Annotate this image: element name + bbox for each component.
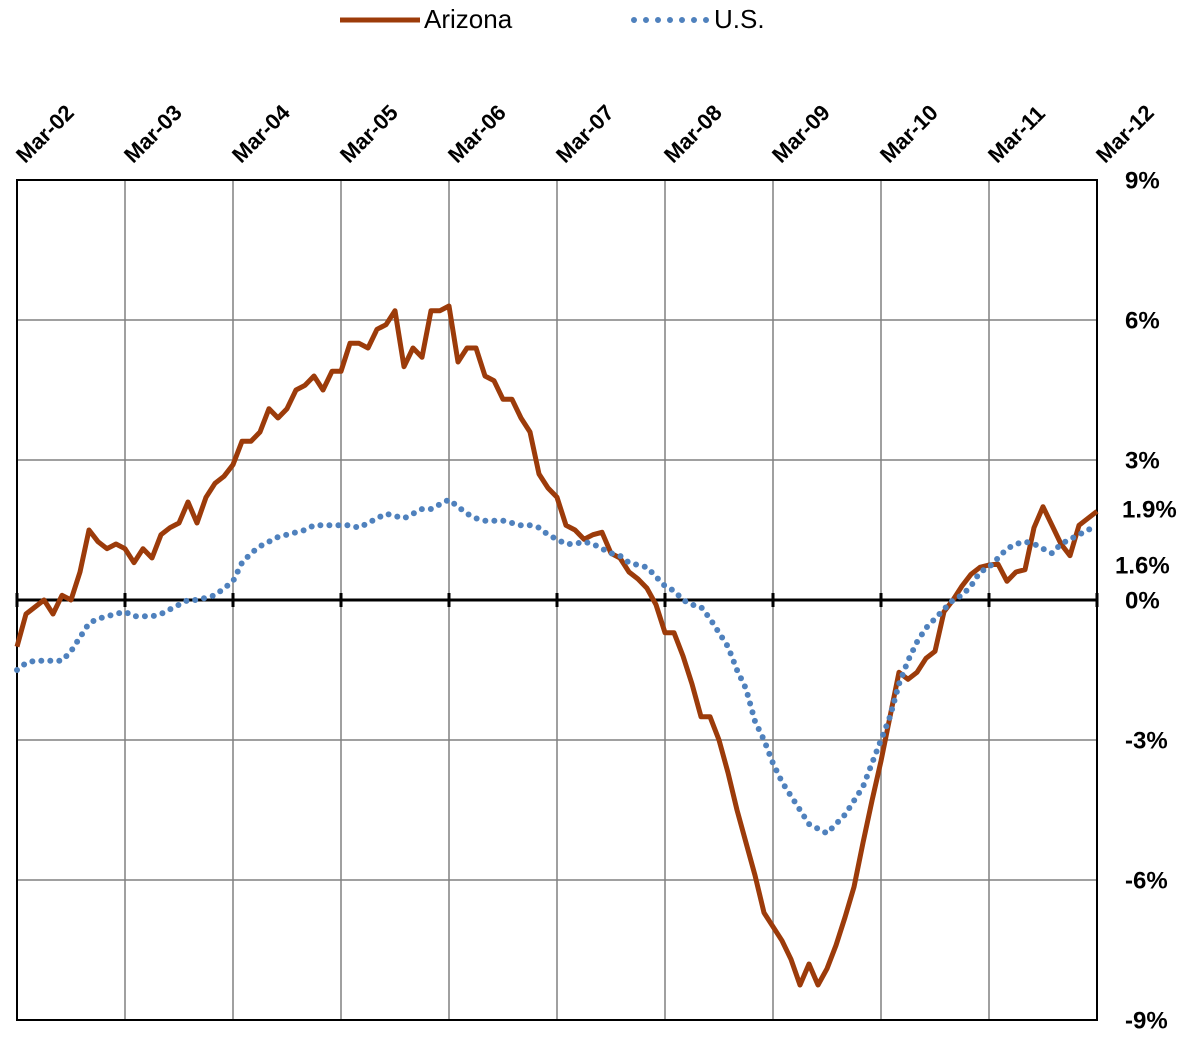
y-tick-label: 3% xyxy=(1125,447,1160,474)
y-tick-label: -3% xyxy=(1125,727,1168,754)
x-tick-label: Mar-09 xyxy=(767,100,835,168)
x-tick-label: Mar-02 xyxy=(11,100,79,168)
legend-label: U.S. xyxy=(714,4,765,34)
end-value-label: 1.6% xyxy=(1115,553,1170,580)
x-tick-label: Mar-07 xyxy=(551,100,619,168)
series-line xyxy=(14,303,1099,988)
x-tick-label: Mar-12 xyxy=(1091,100,1159,168)
y-tick-label: 6% xyxy=(1125,307,1160,334)
x-tick-label: Mar-03 xyxy=(119,100,187,168)
x-tick-label: Mar-05 xyxy=(335,100,403,168)
x-tick-label: Mar-04 xyxy=(227,99,295,167)
x-tick-label: Mar-08 xyxy=(659,100,727,168)
end-value-label: 1.9% xyxy=(1122,497,1177,524)
y-tick-label: 9% xyxy=(1125,167,1160,194)
x-tick-label: Mar-06 xyxy=(443,100,511,168)
y-tick-label: -6% xyxy=(1125,867,1168,894)
legend-label: Arizona xyxy=(424,4,513,34)
y-tick-label: 0% xyxy=(1125,587,1160,614)
series-line xyxy=(14,496,1100,837)
x-tick-label: Mar-11 xyxy=(983,101,1050,168)
y-tick-label: -9% xyxy=(1125,1007,1168,1034)
x-tick-label: Mar-10 xyxy=(875,100,943,168)
